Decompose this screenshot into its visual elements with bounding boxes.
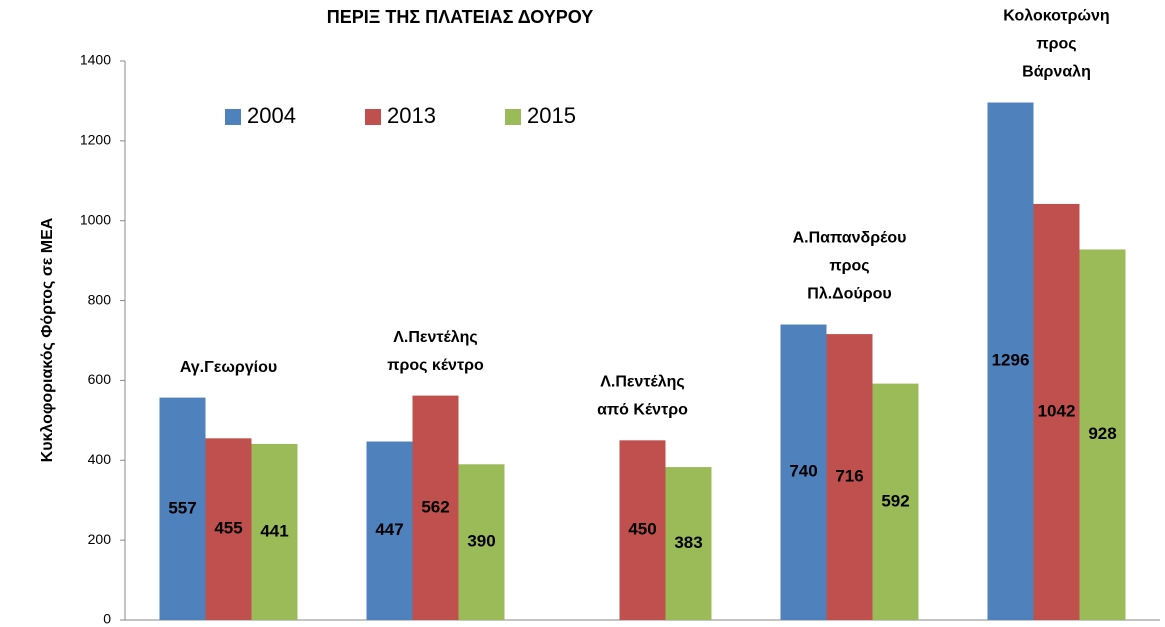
category-label: Αγ.Γεωργίου — [180, 359, 277, 376]
data-label: 455 — [214, 519, 242, 538]
legend-label: 2004 — [247, 103, 296, 128]
y-tick-label: 1200 — [80, 132, 111, 148]
bar — [1033, 203, 1080, 621]
legend-label: 2013 — [387, 103, 436, 128]
y-tick-label: 0 — [103, 611, 111, 627]
data-label: 383 — [674, 533, 702, 552]
bar — [780, 324, 827, 620]
category-label: Κολοκοτρώνη — [1003, 8, 1109, 25]
legend-label: 2015 — [527, 103, 576, 128]
bar — [205, 438, 252, 620]
legend-swatch — [365, 109, 381, 125]
data-label: 441 — [260, 521, 288, 540]
bar — [159, 397, 206, 620]
legend-swatch — [225, 109, 241, 125]
y-tick-label: 200 — [88, 531, 112, 547]
data-label: 1296 — [992, 351, 1030, 370]
y-tick-label: 1000 — [80, 211, 111, 227]
data-label: 390 — [467, 532, 495, 551]
category-label: προς — [1036, 36, 1076, 53]
data-label: 716 — [835, 467, 863, 486]
bar — [412, 395, 459, 620]
y-tick-label: 1400 — [80, 52, 111, 68]
bar — [826, 334, 873, 620]
y-tick-label: 800 — [88, 291, 112, 307]
y-axis-label: Κυκλοφοριακός Φόρτος σε ΜΕΑ — [39, 217, 56, 462]
data-label: 447 — [375, 520, 403, 539]
legend-swatch — [505, 109, 521, 125]
bar — [665, 467, 712, 620]
bar — [458, 464, 505, 620]
data-label: 740 — [789, 462, 817, 481]
category-label: Α.Παπανδρέου — [793, 230, 907, 247]
category-label: από Κέντρο — [597, 402, 688, 419]
bar — [251, 443, 298, 620]
data-label: 557 — [168, 498, 196, 517]
category-label: Πλ.Δούρου — [807, 286, 891, 303]
category-label: Βάρναλη — [1022, 64, 1091, 81]
y-tick-label: 600 — [88, 371, 112, 387]
category-label: Λ.Πεντέλης — [393, 329, 478, 346]
data-label: 1042 — [1038, 401, 1076, 420]
bar — [1079, 249, 1126, 620]
data-label: 450 — [628, 520, 656, 539]
bar — [987, 102, 1034, 621]
data-label: 592 — [881, 491, 909, 510]
y-tick-label: 400 — [88, 451, 112, 467]
category-label: Λ.Πεντέλης — [600, 374, 685, 391]
category-label: προς — [829, 258, 869, 275]
data-label: 562 — [421, 497, 449, 516]
chart-title: ΠΕΡΙΞ ΤΗΣ ΠΛΑΤΕΙΑΣ ΔΟΥΡΟΥ — [327, 7, 594, 27]
data-label: 928 — [1088, 424, 1116, 443]
bar — [366, 441, 413, 620]
bar — [619, 440, 666, 620]
bar — [872, 383, 919, 620]
category-label: προς κέντρο — [387, 357, 484, 374]
